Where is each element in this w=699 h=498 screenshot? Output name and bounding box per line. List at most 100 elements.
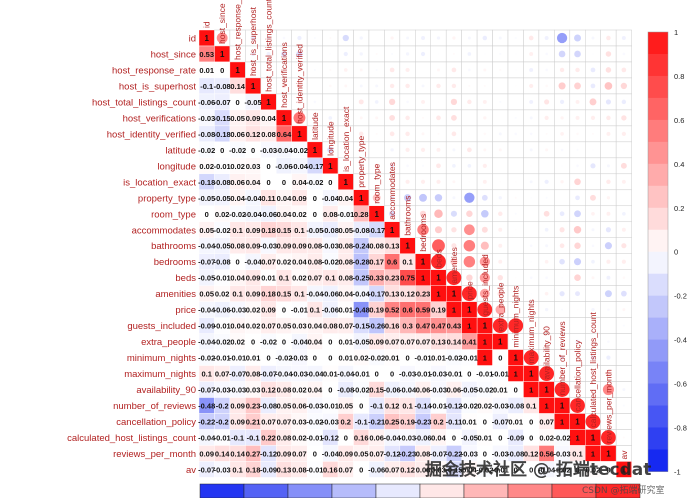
upper-circle (530, 228, 532, 231)
bottom-colorbar-segment (331, 483, 377, 498)
upper-circle (606, 355, 611, 360)
upper-circle (514, 149, 517, 151)
cell-value: -0.15 (214, 114, 231, 123)
cell-value: 0 (390, 370, 394, 379)
cell-value: -0.02 (291, 146, 308, 155)
upper-circle (620, 82, 628, 90)
upper-circle (482, 179, 487, 184)
upper-circle (606, 115, 611, 121)
upper-circle (343, 68, 348, 72)
cell-value: 0.02 (230, 338, 245, 347)
column-label: number_of_reviews (557, 321, 567, 395)
cell-value: 0.12 (400, 290, 415, 299)
upper-circle (545, 324, 548, 327)
cell-value: 0.03 (246, 386, 261, 395)
cell-value: 0.1 (572, 449, 582, 458)
colorbar-tick-label: -0.4 (674, 336, 687, 345)
cell-value: -0.2 (216, 418, 229, 427)
upper-circle (592, 181, 594, 183)
cell-value: -0.03 (430, 386, 447, 395)
row-label: amenities (155, 289, 196, 300)
upper-circle (328, 132, 332, 136)
upper-circle (432, 239, 445, 253)
column-label: bedrooms (418, 214, 428, 252)
column-label: extra_people (495, 282, 505, 331)
cell-value: 0.08 (338, 258, 353, 267)
row-label: is_location_exact (123, 177, 196, 188)
upper-circle (436, 147, 441, 152)
upper-circle (623, 452, 625, 455)
cell-value: 0.01 (338, 306, 353, 315)
row-label: minimum_nights (127, 353, 196, 364)
cell-value: 0.09 (246, 290, 261, 299)
upper-circle (622, 211, 626, 216)
cell-value: 0.1 (526, 402, 536, 411)
cell-value: 0.1 (294, 226, 304, 235)
cell-value: 0.07 (261, 322, 276, 331)
row-label: host_is_superhost (119, 81, 196, 92)
cell-value: 0.08 (323, 210, 338, 219)
cell-value: -0.01 (214, 322, 231, 331)
diagonal-value: 1 (235, 66, 240, 75)
cell-value: 0.15 (369, 386, 384, 395)
colorbar-segment (648, 119, 668, 143)
cell-value: 0.01 (199, 66, 214, 75)
upper-circle (575, 339, 580, 344)
upper-circle (545, 132, 548, 135)
upper-circle (620, 162, 627, 169)
column-label: minimum_nights (511, 286, 521, 348)
cell-value: -0.17 (368, 226, 385, 235)
upper-circle (359, 131, 364, 137)
upper-circle (514, 292, 517, 295)
upper-circle (390, 180, 394, 184)
cell-value: -0.17 (368, 290, 385, 299)
row-label: cancellation_policy (116, 417, 196, 428)
cell-value: 0.01 (261, 274, 276, 283)
cell-value: 0.09 (369, 338, 384, 347)
upper-circle (592, 149, 594, 151)
upper-circle (344, 101, 347, 103)
cell-value: -0.03 (322, 418, 339, 427)
cell-value: 0.15 (277, 226, 292, 235)
upper-circle (544, 99, 550, 105)
cell-value: 0.04 (292, 178, 307, 187)
upper-circle (467, 164, 472, 168)
row-label: host_response_rate (112, 65, 196, 76)
upper-circle (282, 100, 286, 104)
bottom-colorbar-segment (287, 483, 333, 498)
upper-circle (499, 117, 502, 119)
upper-circle (604, 290, 612, 298)
upper-circle (297, 99, 302, 105)
upper-circle (514, 340, 517, 343)
cell-value: -0.02 (322, 258, 339, 267)
upper-circle (590, 355, 596, 360)
cell-value: 0 (313, 449, 317, 458)
cell-value: 0.07 (215, 370, 230, 379)
column-label: calculated_host_listings_count (588, 312, 598, 428)
upper-circle (236, 37, 239, 39)
upper-circle (623, 149, 625, 151)
cell-value: 0.08 (308, 242, 323, 251)
diagonal-value: 1 (467, 306, 472, 315)
cell-value: -0.1 (355, 418, 368, 427)
upper-circle (313, 132, 316, 135)
upper-circle (592, 372, 594, 375)
diagonal-value: 1 (282, 114, 287, 123)
upper-circle (250, 67, 256, 73)
row-label: id (189, 33, 196, 44)
upper-circle (545, 84, 548, 88)
upper-circle (545, 165, 548, 167)
cell-value: 0.12 (524, 449, 539, 458)
upper-circle (250, 51, 256, 57)
cell-value: 0 (483, 449, 487, 458)
column-label: room_type (372, 163, 382, 203)
cell-value: -0.02 (260, 338, 277, 347)
upper-circle (477, 302, 493, 318)
upper-circle (390, 163, 395, 168)
colorbar-segment (648, 163, 668, 187)
upper-circle (405, 67, 410, 73)
upper-circle (468, 181, 471, 183)
upper-circle (621, 131, 626, 136)
upper-circle (560, 132, 564, 136)
cell-value: 0.07 (338, 465, 353, 474)
